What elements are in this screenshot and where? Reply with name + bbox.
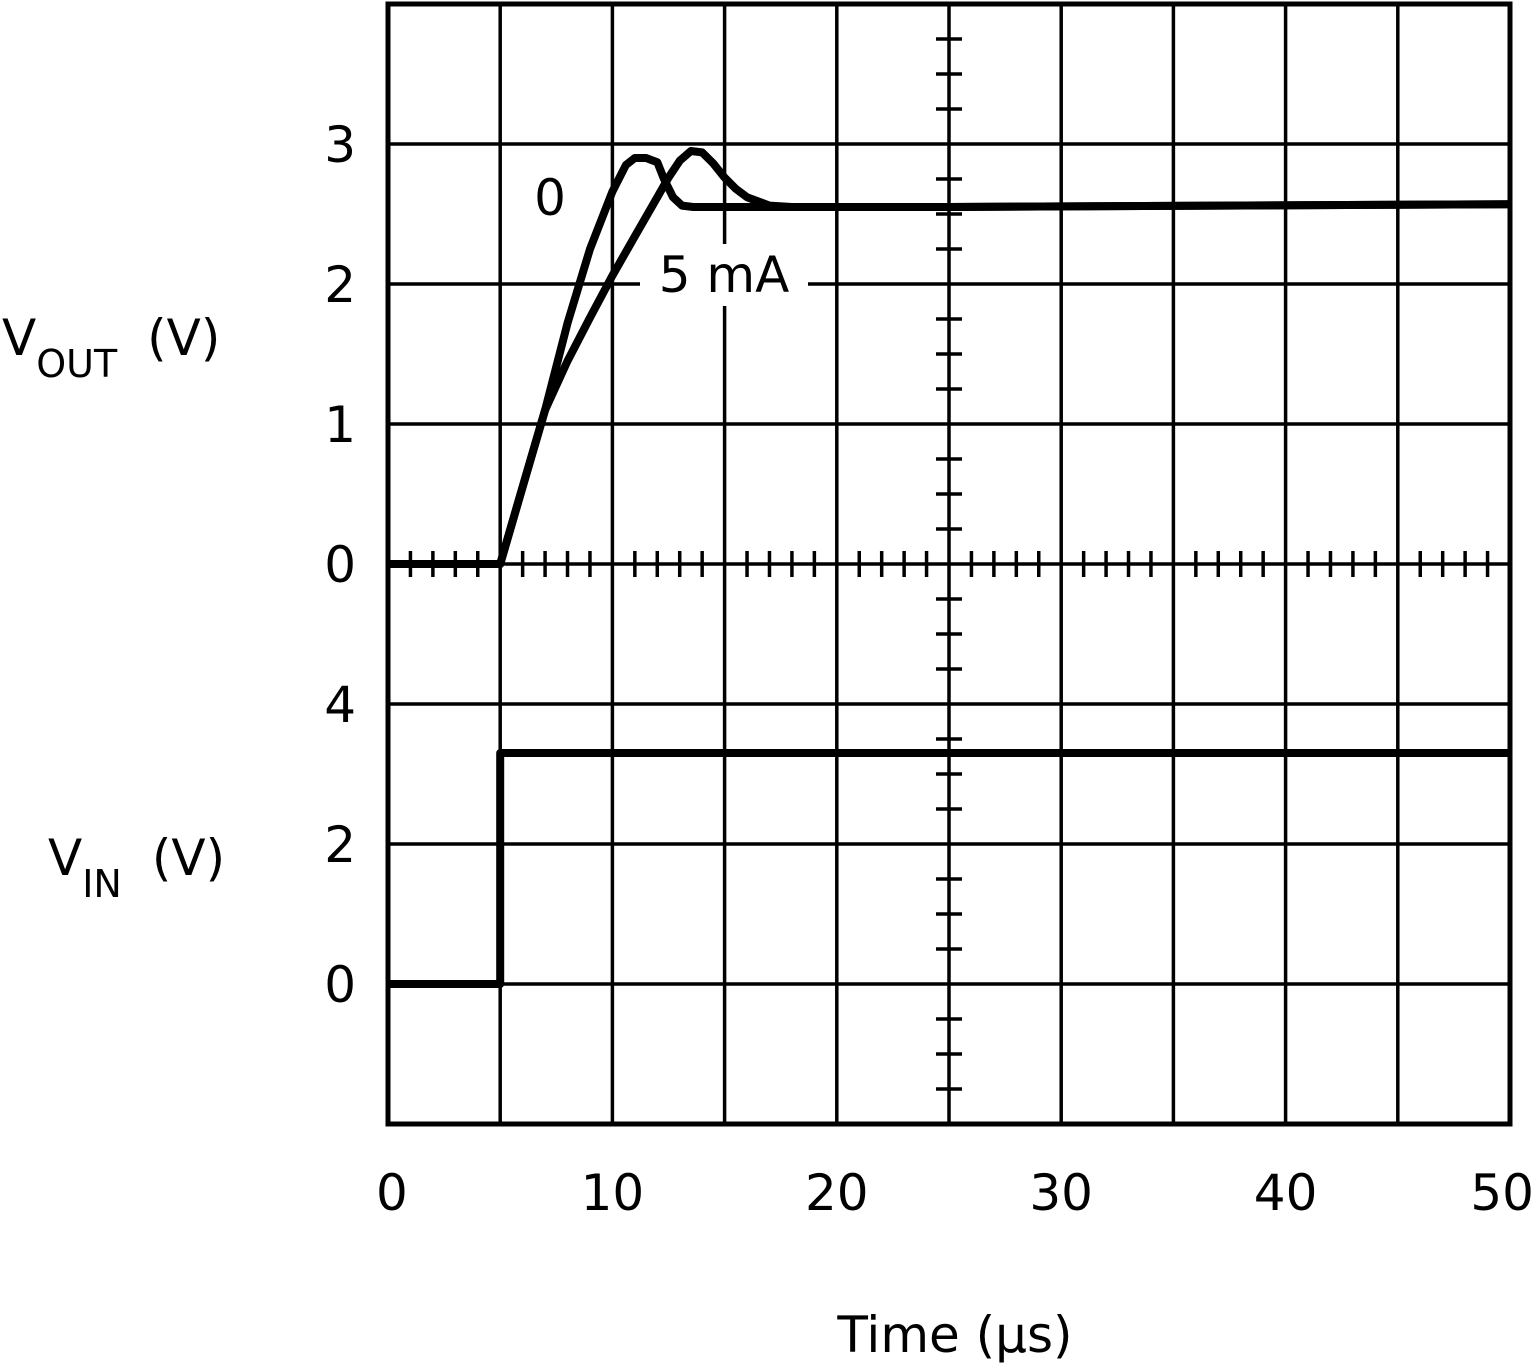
y-tick-label-vin: 0 <box>324 956 356 1014</box>
series-annotation: 0 <box>534 169 566 227</box>
x-tick-label: 30 <box>1029 1164 1093 1222</box>
x-tick-label: 0 <box>376 1164 408 1222</box>
series-layer <box>388 147 1511 988</box>
y-tick-label-vin: 4 <box>324 676 356 734</box>
x-tick-label: 10 <box>581 1164 645 1222</box>
y-axis-title-vout: VOUT (V) <box>2 309 220 386</box>
y-tick-label-vin: 2 <box>324 816 356 874</box>
x-tick-label: 50 <box>1470 1164 1534 1222</box>
y-axis-title-vin: VIN (V) <box>48 829 225 906</box>
y-tick-label-vout: 3 <box>324 116 356 174</box>
series-line-vin-0 <box>388 749 1510 988</box>
series-line-vout-1 <box>388 147 1511 568</box>
x-axis-title: Time (µs) <box>836 1306 1072 1364</box>
series-annotation: 5 mA <box>659 246 790 304</box>
annotation-background <box>640 244 808 306</box>
x-tick-label: 20 <box>805 1164 869 1222</box>
y-tick-label-vout: 2 <box>324 256 356 314</box>
x-tick-label: 40 <box>1254 1164 1318 1222</box>
y-tick-label-vout: 0 <box>324 536 356 594</box>
y-tick-label-vout: 1 <box>324 396 356 454</box>
